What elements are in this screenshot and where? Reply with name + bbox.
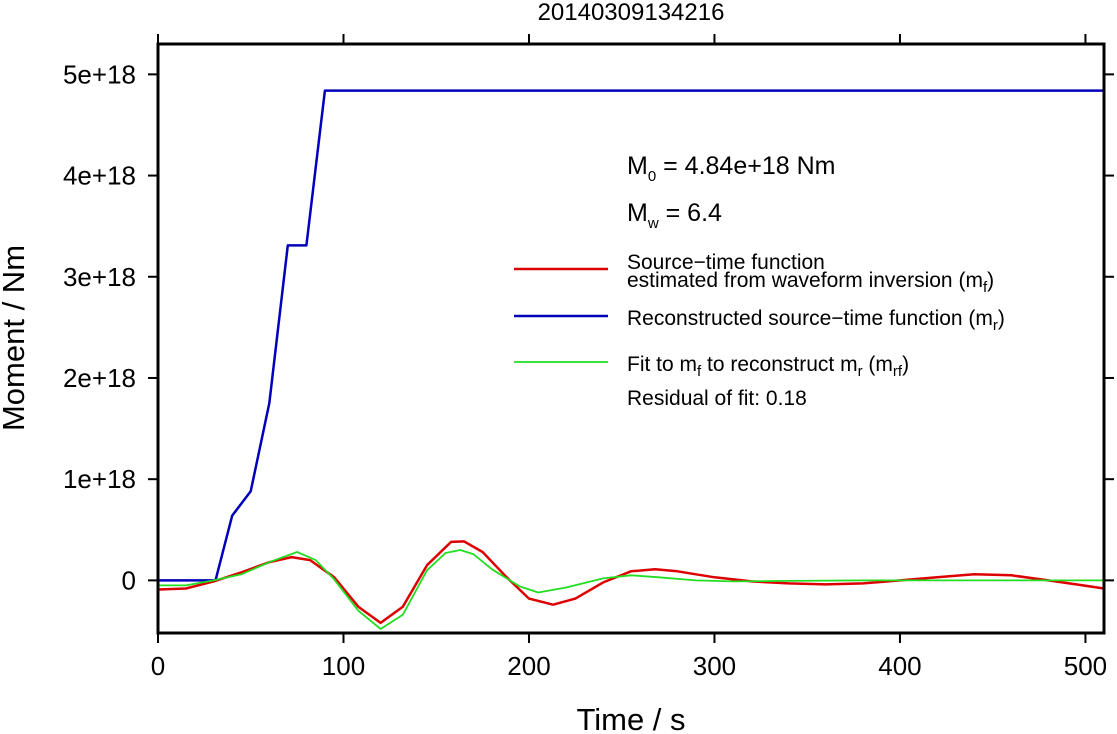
y-tick-label: 5e+18 <box>63 59 136 89</box>
chart-title: 20140309134216 <box>538 0 725 26</box>
series-line-mrf <box>158 549 1104 630</box>
series-line-mf <box>157 540 1105 625</box>
y-tick-label: 4e+18 <box>63 161 136 191</box>
m0-annotation: M0 = 4.84e+18 Nm <box>627 152 835 185</box>
x-tick-label: 300 <box>693 651 736 681</box>
y-tick-label: 1e+18 <box>63 464 136 494</box>
y-axis-title: Moment / Nm <box>0 245 31 431</box>
x-tick-label: 100 <box>322 651 365 681</box>
ticks-layer: 0 100 200 300 400 500 0 1e+18 2e+18 3e+18 4e+18 5e+… <box>63 34 1114 681</box>
y-tick-label: 0 <box>122 565 136 595</box>
legend-label-mrf: Fit to mf to reconstruct mr (mrf) <box>627 353 909 380</box>
y-tick-label: 3e+18 <box>63 262 136 292</box>
series-layer <box>157 89 1105 630</box>
x-tick-label: 0 <box>151 651 165 681</box>
series-line-mr <box>158 89 1104 582</box>
mw-annotation: Mw = 6.4 <box>627 199 722 232</box>
residual-annotation: Residual of fit: 0.18 <box>627 387 807 410</box>
y-tick-label: 2e+18 <box>63 363 136 393</box>
legend-label-mf-line2: estimated from waveform inversion (mf) <box>627 269 994 296</box>
legend-label-mr: Reconstructed source−time function (mr) <box>627 307 1005 334</box>
legend-label-mf-line1: Source−time function <box>627 251 825 274</box>
legend: Source−time function estimated from wave… <box>514 251 1005 410</box>
x-tick-label: 500 <box>1064 651 1107 681</box>
x-tick-label: 200 <box>507 651 550 681</box>
plot-frame <box>156 42 1106 635</box>
x-axis-title: Time / s <box>576 702 685 734</box>
x-tick-label: 400 <box>878 651 921 681</box>
